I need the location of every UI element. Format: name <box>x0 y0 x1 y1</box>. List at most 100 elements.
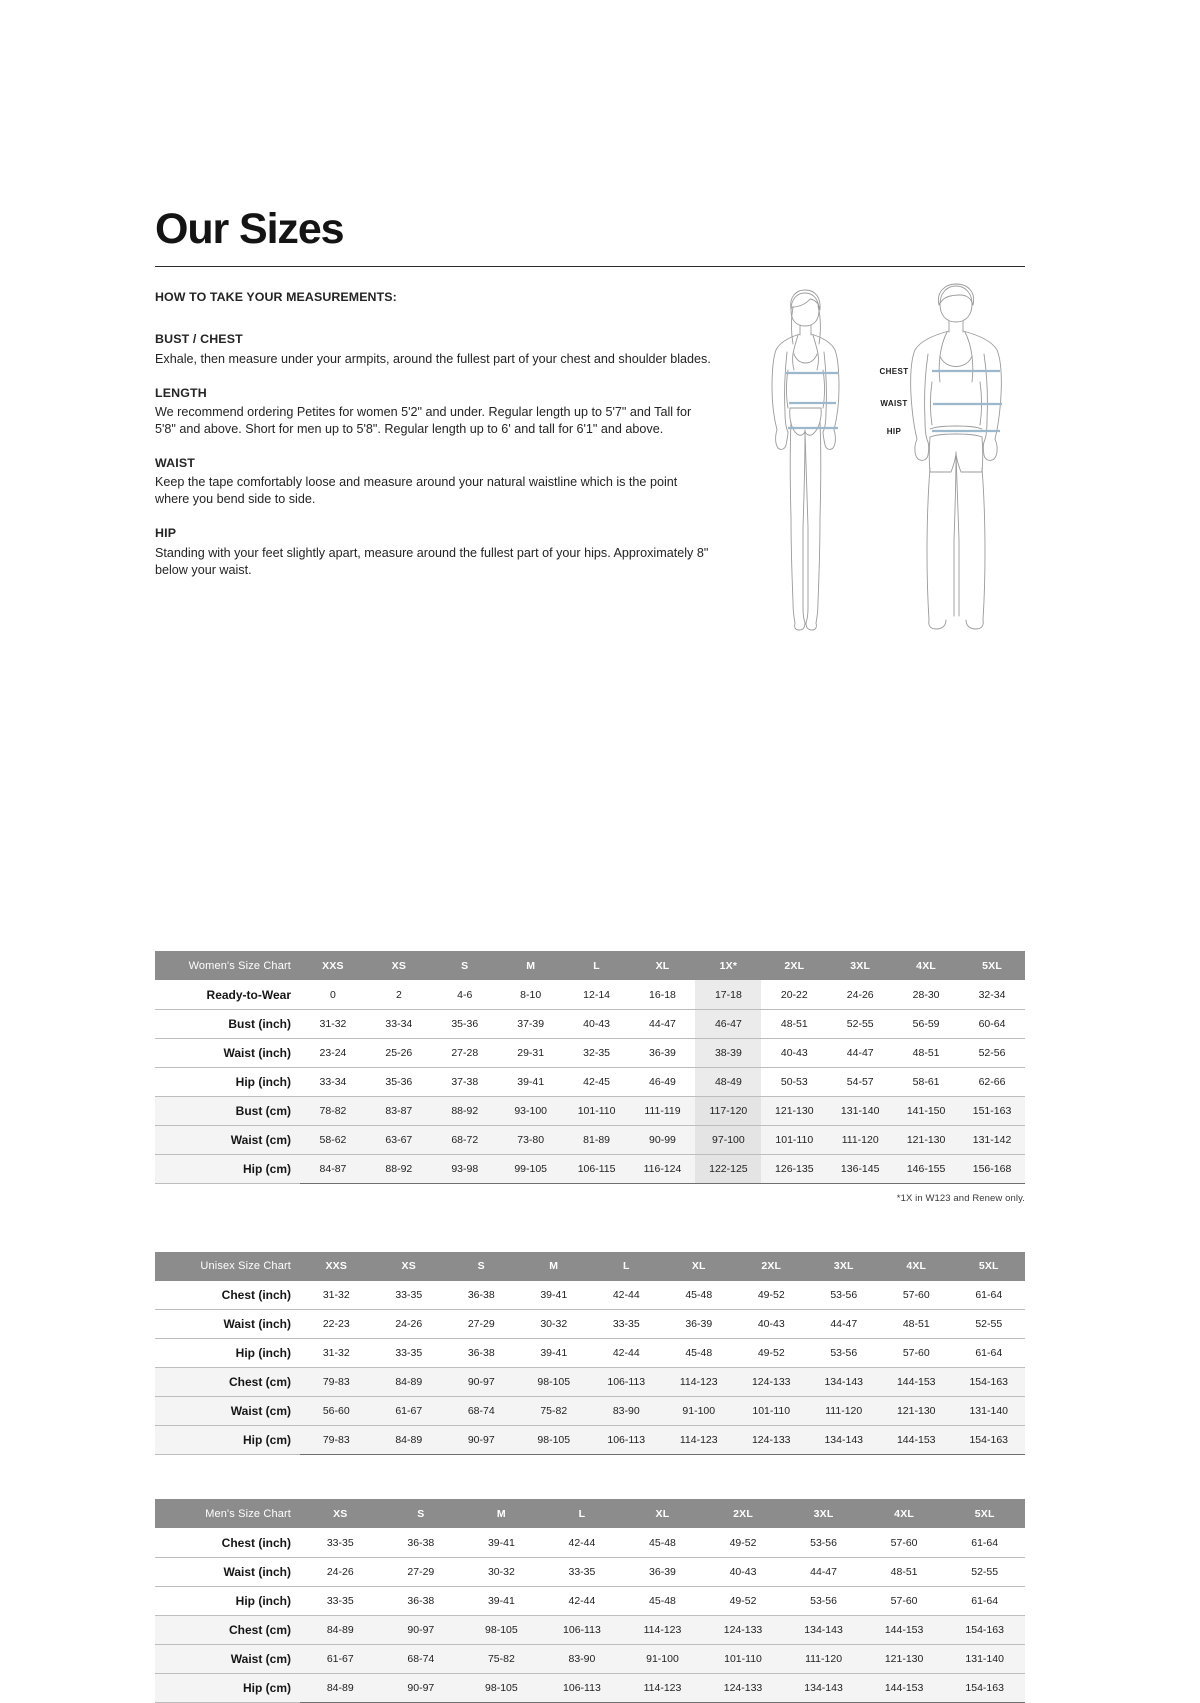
size-cell: 2 <box>365 980 432 1010</box>
size-cell: 106-113 <box>541 1615 623 1645</box>
size-cell: 52-56 <box>959 1038 1025 1068</box>
size-cell: 33-34 <box>365 1009 432 1039</box>
row-label: Bust (cm) <box>155 1096 300 1126</box>
size-cell: 98-105 <box>517 1425 590 1456</box>
instruction-waist: WAIST Keep the tape comfortably loose an… <box>155 455 715 508</box>
row-label: Chest (inch) <box>155 1280 300 1311</box>
size-cell: 106-113 <box>541 1673 623 1703</box>
table-row: Chest (cm) 84-89 90-97 98-105 106-113 114-123… <box>155 1615 1025 1645</box>
size-cell: 114-123 <box>622 1673 703 1703</box>
row-label: Ready-to-Wear <box>155 980 300 1010</box>
table-row: Hip (cm) 84-87 88-92 93-98 99-105 106-115 116-… <box>155 1154 1025 1184</box>
table-body: Chest (inch) 31-32 33-35 36-38 39-41 42-44 45-… <box>155 1280 1025 1456</box>
size-cell: 111-120 <box>783 1644 864 1674</box>
size-cell: 83-87 <box>365 1096 432 1126</box>
instruction-text: We recommend ordering Petites for women … <box>155 405 692 437</box>
size-cell: 42-45 <box>563 1067 630 1097</box>
row-label: Waist (cm) <box>155 1125 300 1155</box>
size-cell: 31-32 <box>300 1338 373 1369</box>
size-chart-title: Unisex Size Chart <box>155 1251 300 1281</box>
table-row: Ready-to-Wear 0 2 4-6 8-10 12-14 16-18 17-18 20-… <box>155 980 1025 1010</box>
table-row: Waist (inch) 23-24 25-26 27-28 29-31 32-35 36-… <box>155 1038 1025 1068</box>
size-chart-title: Women's Size Chart <box>155 951 300 981</box>
size-cell: 144-153 <box>880 1425 953 1456</box>
size-cell: 121-130 <box>880 1396 953 1427</box>
size-cell: 16-18 <box>629 980 696 1010</box>
column-header-s: S <box>380 1499 462 1529</box>
size-cell: 39-41 <box>517 1338 590 1369</box>
size-cell: 37-39 <box>497 1009 564 1039</box>
size-cell: 30-32 <box>461 1557 542 1587</box>
size-cell: 24-26 <box>827 980 894 1010</box>
table-row: Hip (inch) 33-35 36-38 39-41 42-44 45-48 49-52… <box>155 1586 1025 1616</box>
size-cell: 39-41 <box>461 1528 542 1558</box>
table-row: Chest (inch) 31-32 33-35 36-38 39-41 42-44 45-… <box>155 1280 1025 1311</box>
size-cell: 141-150 <box>893 1096 960 1126</box>
size-cell: 48-51 <box>880 1309 953 1340</box>
size-cell: 63-67 <box>365 1125 432 1155</box>
table-row: Waist (inch) 22-23 24-26 27-29 30-32 33-35 36-… <box>155 1309 1025 1340</box>
table-row: Waist (cm) 56-60 61-67 68-74 75-82 83-90 91-10… <box>155 1396 1025 1427</box>
size-cell: 27-28 <box>431 1038 498 1068</box>
size-cell: 57-60 <box>880 1338 953 1369</box>
header-row: Women's Size Chart XXS XS S M L XL 1X* 2XL 3XL 4XL… <box>155 951 1025 981</box>
size-cell: 31-32 <box>300 1009 366 1039</box>
size-cell: 48-51 <box>761 1009 828 1039</box>
column-header-xl: XL <box>622 1499 703 1529</box>
label-chest: CHEST <box>879 367 908 376</box>
size-cell: 46-49 <box>629 1067 696 1097</box>
size-cell: 40-43 <box>761 1038 828 1068</box>
column-header-4xl: 4XL <box>863 1499 945 1529</box>
measurement-instructions: HOW TO TAKE YOUR MEASUREMENTS: BUST / CH… <box>155 289 715 579</box>
size-cell: 52-55 <box>952 1309 1025 1340</box>
size-chart-title: Men's Size Chart <box>155 1499 300 1529</box>
size-cell: 33-35 <box>372 1338 445 1369</box>
size-cell: 111-120 <box>807 1396 880 1427</box>
size-cell: 131-140 <box>827 1096 894 1126</box>
size-cell: 117-120 <box>695 1096 762 1126</box>
size-cell: 91-100 <box>622 1644 703 1674</box>
row-label: Hip (inch) <box>155 1067 300 1097</box>
instruction-title: HIP <box>155 526 177 541</box>
size-cell: 90-97 <box>445 1425 518 1456</box>
table-row: Bust (inch) 31-32 33-34 35-36 37-39 40-43 44-4… <box>155 1009 1025 1039</box>
size-cell: 44-47 <box>783 1557 864 1587</box>
size-cell: 53-56 <box>783 1586 864 1616</box>
size-cell: 48-51 <box>863 1557 945 1587</box>
column-header-xs: XS <box>365 951 432 981</box>
size-cell: 53-56 <box>807 1338 880 1369</box>
size-cell: 90-97 <box>445 1367 518 1398</box>
size-cell: 37-38 <box>431 1067 498 1097</box>
column-header-m: M <box>497 951 564 981</box>
row-label: Waist (inch) <box>155 1038 300 1068</box>
row-label: Hip (cm) <box>155 1154 300 1184</box>
size-cell: 36-38 <box>380 1528 462 1558</box>
column-header-l: L <box>541 1499 623 1529</box>
size-cell: 61-64 <box>952 1338 1025 1369</box>
size-cell: 93-100 <box>497 1096 564 1126</box>
table-body: Ready-to-Wear 0 2 4-6 8-10 12-14 16-18 17-18 20-… <box>155 980 1025 1184</box>
table-header: Unisex Size Chart XXS XS S M L XL 2XL 3XL 4XL 5XL <box>155 1251 1025 1281</box>
size-cell: 79-83 <box>300 1425 373 1456</box>
size-cell: 44-47 <box>827 1038 894 1068</box>
size-cell: 61-64 <box>952 1280 1025 1311</box>
row-label: Hip (cm) <box>155 1673 300 1703</box>
womens-chart-footnote: *1X in W123 and Renew only. <box>896 1192 1025 1204</box>
row-label: Waist (cm) <box>155 1396 300 1427</box>
size-cell: 20-22 <box>761 980 828 1010</box>
womens-size-table: Women's Size Chart XXS XS S M L XL 1X* 2XL 3XL 4XL… <box>155 951 1025 1184</box>
size-cell: 45-48 <box>662 1280 735 1311</box>
size-cell: 131-142 <box>959 1125 1025 1155</box>
size-cell: 134-143 <box>783 1673 864 1703</box>
instruction-text: Exhale, then measure under your armpits,… <box>155 351 711 366</box>
table-row: Waist (cm) 58-62 63-67 68-72 73-80 81-89 90-99… <box>155 1125 1025 1155</box>
size-cell: 36-39 <box>622 1557 703 1587</box>
header-row: Unisex Size Chart XXS XS S M L XL 2XL 3XL 4XL 5XL <box>155 1251 1025 1281</box>
size-cell: 111-120 <box>827 1125 894 1155</box>
column-header-1x: 1X* <box>695 951 762 981</box>
size-cell: 32-35 <box>563 1038 630 1068</box>
size-cell: 156-168 <box>959 1154 1025 1184</box>
size-cell: 49-52 <box>702 1528 784 1558</box>
size-cell: 98-105 <box>517 1367 590 1398</box>
size-cell: 24-26 <box>372 1309 445 1340</box>
